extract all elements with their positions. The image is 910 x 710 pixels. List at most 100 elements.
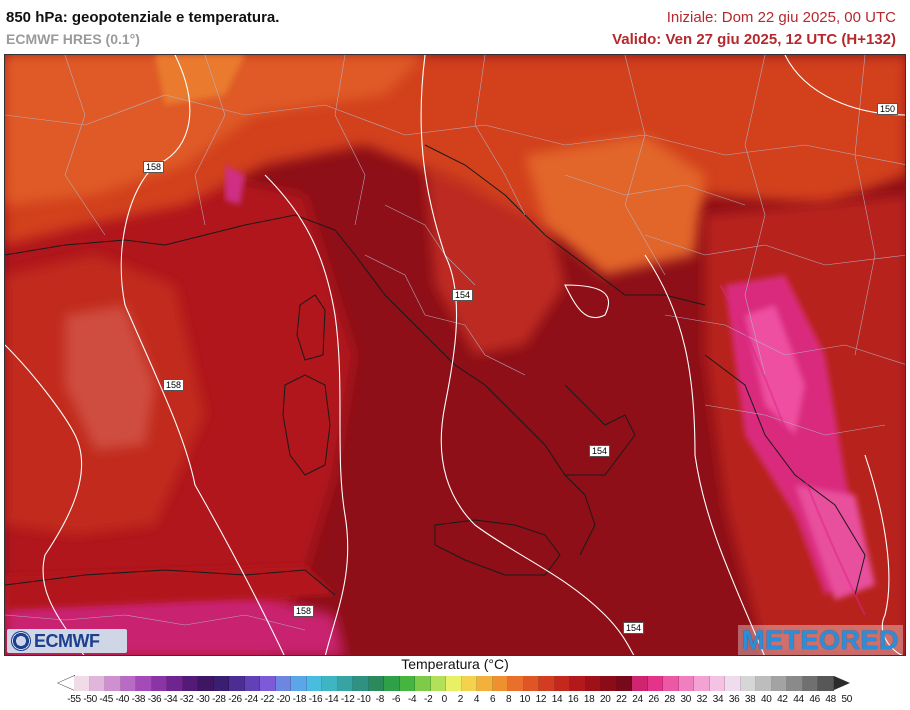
peloponnese-pink-area — [795, 485, 875, 600]
colorbar-tick-label: -32 — [179, 694, 194, 705]
colorbar-swatch — [616, 676, 632, 691]
ecmwf-logo-text: ECMWF — [34, 630, 100, 651]
colorbar-tick-label: -26 — [228, 694, 242, 705]
colorbar-swatch — [756, 676, 772, 691]
colorbar-tick-label: 18 — [583, 694, 595, 705]
colorbar-swatch — [709, 676, 725, 691]
colorbar-swatch — [678, 676, 694, 691]
colorbar-swatch — [182, 676, 198, 691]
colorbar-swatch — [291, 676, 307, 691]
africa-coast-area — [5, 565, 335, 610]
model-name: ECMWF HRES (0.1°) — [6, 31, 140, 47]
colorbar-tick-label: -14 — [324, 694, 339, 705]
colorbar-swatch — [492, 676, 508, 691]
colorbar-tick-label: 22 — [616, 694, 627, 705]
colorbar-tick-label: 10 — [519, 694, 531, 705]
colorbar-ticks: -55 -50 -45 -40 -38 -36 -34 -32 -30 -28 -26 -24 -22-… — [58, 694, 858, 708]
isohypse-label: 158 — [143, 161, 165, 173]
colorbar-swatch — [74, 676, 90, 691]
colorbar-tick-label: 36 — [728, 694, 740, 705]
colorbar-tick-label: -4 — [407, 694, 417, 705]
colorbar-swatch — [508, 676, 524, 691]
france-area — [5, 55, 425, 205]
colorbar-tick-label: 32 — [696, 694, 708, 705]
colorbar-tick-label: -22 — [260, 694, 274, 705]
colorbar-swatch — [554, 676, 570, 691]
colorbar-tick-label: -18 — [292, 694, 307, 705]
colorbar-tick-label: -28 — [212, 694, 226, 705]
colorbar-swatch — [136, 676, 152, 691]
colorbar-swatch — [415, 676, 431, 691]
colorbar-swatch — [322, 676, 338, 691]
pale-patch — [65, 305, 155, 450]
colorbar-swatch — [430, 676, 446, 691]
isohypse-label: 154 — [589, 445, 611, 457]
colorbar-tick-label: 0 — [441, 694, 448, 705]
colorbar-tick-label: 42 — [777, 694, 788, 705]
colorbar-swatch — [585, 676, 601, 691]
coastlines — [5, 144, 866, 596]
colorbar-swatch — [725, 676, 741, 691]
valid-time: Valido: Ven 27 giu 2025, 12 UTC (H+132) — [612, 31, 896, 48]
colorbar-tick-label: -16 — [308, 694, 323, 705]
colorbar-swatch — [570, 676, 586, 691]
colorbar-swatch — [399, 676, 415, 691]
colorbar-swatch — [368, 676, 384, 691]
colorbar-tick-label: 24 — [632, 694, 643, 705]
colorbar-tick-label: 4 — [473, 694, 480, 705]
admin-borders — [5, 55, 905, 631]
colorbar-tick-label: 2 — [457, 694, 464, 705]
colorbar-tick-label: 14 — [551, 694, 563, 705]
colorbar-tick-label: -34 — [163, 694, 178, 705]
colorbar-swatch — [120, 676, 136, 691]
colorbar-tick-label: -30 — [196, 694, 210, 705]
isohypse-label: 154 — [623, 622, 645, 634]
colorbar-swatch — [663, 676, 679, 691]
colorbar-swatch — [694, 676, 710, 691]
colorbar-tick-label: 6 — [489, 694, 496, 705]
ecmwf-logo-icon — [11, 631, 31, 651]
colorbar-tick-label: -38 — [131, 694, 146, 705]
heat-ridge — [719, 284, 866, 616]
colorbar-tick-label: -55 — [67, 694, 81, 705]
colorbar-max-arrow — [833, 676, 850, 690]
colorbar-swatch — [384, 676, 400, 691]
isohypse-label: 150 — [877, 103, 899, 115]
colorbar-swatch — [632, 676, 648, 691]
colorbar-swatch — [151, 676, 167, 691]
colorbar-swatch — [818, 676, 834, 691]
colorbar-tick-label: -6 — [391, 694, 401, 705]
colorbar-tick-label: -24 — [244, 694, 258, 705]
legend-title: Temperatura (°C) — [401, 656, 509, 672]
colorbar-tick-label: -12 — [340, 694, 355, 705]
colorbar-swatch — [787, 676, 803, 691]
colorbar-tick-label: 50 — [841, 694, 853, 705]
colorbar-swatch — [353, 676, 369, 691]
colorbar-swatch — [446, 676, 462, 691]
weather-map[interactable]: 158 154 158 154 158 154 150 ECMWF METEOR… — [4, 54, 906, 656]
colorbar-swatch — [601, 676, 617, 691]
hot-patch-north — [155, 55, 245, 105]
colorbar-tick-label: -10 — [357, 694, 371, 705]
colorbar-swatch — [477, 676, 493, 691]
colorbar-tick-label: -2 — [424, 694, 433, 705]
colorbar-tick-label: 26 — [648, 694, 659, 705]
ecmwf-logo: ECMWF — [7, 629, 127, 653]
colorbar-tick-label: -36 — [147, 694, 162, 705]
colorbar-tick-label: 44 — [793, 694, 804, 705]
colorbar-tick-label: 48 — [825, 694, 836, 705]
temperature-colorbar — [74, 676, 834, 691]
colorbar-swatch — [461, 676, 477, 691]
colorbar-swatch — [275, 676, 291, 691]
colorbar-tick-label: 8 — [506, 694, 512, 705]
colorbar-swatch — [337, 676, 353, 691]
colorbar-tick-label: 46 — [809, 694, 820, 705]
pink-spot-alps — [225, 165, 245, 205]
colorbar-tick-label: -20 — [276, 694, 291, 705]
colorbar-swatch — [213, 676, 229, 691]
temperature-field — [5, 55, 905, 655]
colorbar-tick-label: 20 — [600, 694, 611, 705]
colorbar-tick-label: -8 — [375, 694, 385, 705]
colorbar-swatch — [740, 676, 756, 691]
colorbar-swatch — [198, 676, 214, 691]
